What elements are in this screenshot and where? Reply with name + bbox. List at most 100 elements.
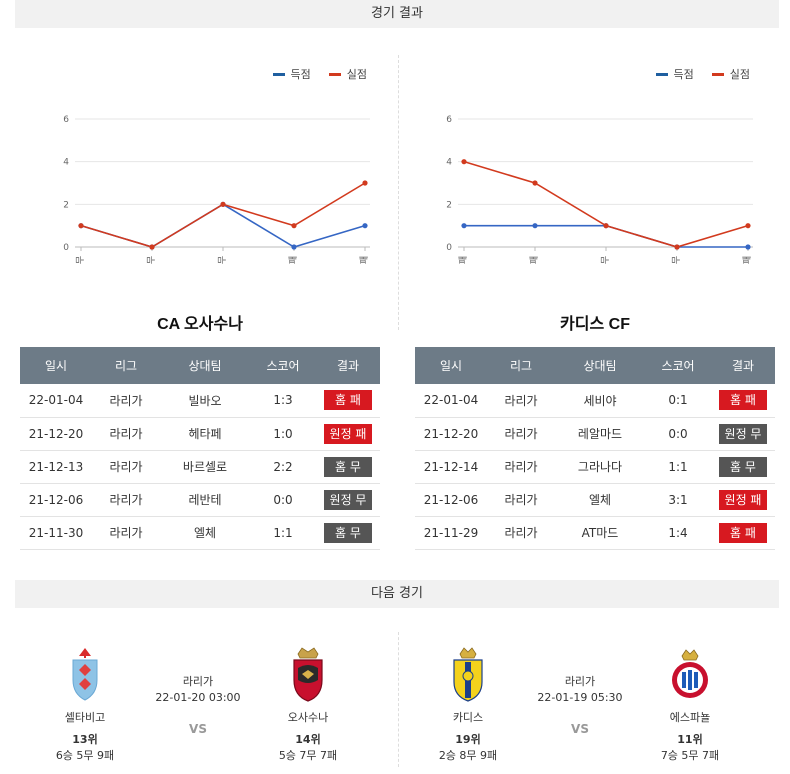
col-header-score: 스코어: [250, 347, 316, 384]
result-cell: 홈 패: [711, 384, 775, 418]
opponent-cell: 바르셀로: [160, 450, 250, 484]
col-header-date: 일시: [20, 347, 92, 384]
data-point-scored: [461, 223, 467, 229]
league-cell: 라리가: [487, 417, 555, 451]
x-tick-label: 패: [288, 256, 299, 264]
vs-label: VS: [189, 722, 207, 736]
data-point-conceded: [78, 223, 84, 229]
data-point-conceded: [532, 180, 538, 186]
legend-swatch-scored: [655, 72, 668, 76]
data-point-scored: [291, 244, 297, 250]
match-datetime: 22-01-20 03:00: [155, 691, 241, 704]
opponent-cell: 그라나다: [555, 450, 645, 484]
data-point-conceded: [149, 244, 155, 250]
league-cell: 라리가: [92, 384, 160, 418]
opponent-cell: 엘체: [555, 483, 645, 517]
result-cell: 원정 패: [711, 483, 775, 517]
home-team[interactable]: 카디스 19위 2승 8무 9패: [418, 630, 518, 763]
league-cell: 라리가: [92, 483, 160, 517]
result-cell: 홈 패: [316, 384, 380, 418]
col-header-opponent: 상대팀: [555, 347, 645, 384]
table-row: 22-01-04 라리가 세비야 0:1 홈 패: [415, 384, 775, 418]
osasuna-logo-icon: [293, 647, 323, 702]
col-header-date: 일시: [415, 347, 487, 384]
date-cell: 22-01-04: [415, 384, 487, 418]
next-section-title: 다음 경기: [371, 586, 423, 601]
results-table-osasuna: 일시 리그 상대팀 스코어 결과 22-01-04 라리가 빌바오 1:3 홈 패 21-…: [20, 347, 380, 550]
result-badge: 홈 무: [719, 456, 767, 477]
y-tick-label: 2: [63, 200, 69, 210]
table-row: 21-12-20 라리가 헤타페 1:0 원정 패: [20, 417, 380, 451]
legend-label-scored: 득점: [290, 68, 311, 81]
next-section-header: 다음 경기: [15, 580, 779, 608]
data-point-conceded: [745, 223, 751, 229]
score-cell: 0:0: [250, 483, 316, 517]
legend-item-conceded: 실점: [711, 66, 750, 82]
away-team[interactable]: 에스파뇰 11위 7승 5무 7패: [640, 630, 740, 763]
data-point-conceded: [220, 201, 226, 207]
col-header-score: 스코어: [645, 347, 711, 384]
score-cell: 1:0: [250, 417, 316, 451]
series-line-conceded: [80, 182, 366, 248]
x-tick-label: 무: [600, 256, 611, 264]
x-tick-label: 무: [217, 256, 228, 264]
data-point-conceded: [603, 223, 609, 229]
date-cell: 21-12-20: [20, 417, 92, 451]
table-row: 21-12-20 라리가 레알마드 0:0 원정 무: [415, 417, 775, 451]
table-row: 21-12-13 라리가 바르셀로 2:2 홈 무: [20, 450, 380, 484]
legend-label-conceded: 실점: [346, 68, 367, 81]
y-tick-label: 2: [446, 200, 452, 210]
league-cell: 라리가: [487, 384, 555, 418]
result-cell: 홈 무: [316, 450, 380, 484]
x-tick-label: 패: [742, 256, 753, 264]
table-row: 21-12-06 라리가 엘체 3:1 원정 패: [415, 483, 775, 517]
next-match-cadiz: 카디스 19위 2승 8무 9패 라리가 22-01-19 05:30 VS 에…: [400, 630, 770, 763]
home-team[interactable]: 셀타비고 13위 6승 5무 9패: [35, 630, 135, 763]
celta-logo-icon: [72, 648, 98, 701]
team-name: 카디스: [452, 711, 484, 724]
score-cell: 2:2: [250, 450, 316, 484]
col-header-league: 리그: [92, 347, 160, 384]
league-cell: 라리가: [487, 516, 555, 550]
table-row: 22-01-04 라리가 빌바오 1:3 홈 패: [20, 384, 380, 418]
data-point-scored: [532, 223, 538, 229]
opponent-cell: AT마드: [555, 516, 645, 550]
y-tick-label: 0: [446, 243, 452, 253]
table-header-row: 일시 리그 상대팀 스코어 결과: [415, 347, 775, 384]
match-league: 라리가: [564, 675, 596, 688]
legend-item-scored: 득점: [655, 66, 694, 82]
score-cell: 1:1: [250, 516, 316, 550]
result-cell: 원정 무: [316, 483, 380, 517]
league-cell: 라리가: [487, 450, 555, 484]
results-section-title: 경기 결과: [371, 6, 423, 21]
team-name: 오사수나: [287, 711, 329, 724]
match-datetime: 22-01-19 05:30: [537, 691, 623, 704]
opponent-cell: 레반테: [160, 483, 250, 517]
team-rank: 19위: [455, 733, 481, 746]
away-team[interactable]: 오사수나 14위 5승 7무 7패: [258, 630, 358, 763]
espanyol-logo-icon: [672, 649, 708, 698]
chart-svg: 0 2 4 6 패 패 무 무 패: [446, 115, 753, 264]
legend-swatch-conceded: [328, 72, 341, 76]
result-badge: 홈 무: [324, 456, 372, 477]
y-tick-label: 4: [63, 158, 69, 168]
series-line-scored: [80, 203, 366, 248]
league-cell: 라리가: [92, 450, 160, 484]
y-tick-label: 4: [446, 158, 452, 168]
series-line-scored: [464, 224, 748, 248]
opponent-cell: 헤타페: [160, 417, 250, 451]
date-cell: 22-01-04: [20, 384, 92, 418]
score-cell: 1:1: [645, 450, 711, 484]
team-record: 2승 8무 9패: [438, 749, 498, 762]
date-cell: 21-11-29: [415, 516, 487, 550]
column-divider: [398, 55, 399, 330]
x-tick-label: 패: [359, 256, 370, 264]
date-cell: 21-12-14: [415, 450, 487, 484]
date-cell: 21-11-30: [20, 516, 92, 550]
column-divider: [398, 632, 399, 767]
result-badge: 원정 패: [719, 489, 767, 510]
league-cell: 라리가: [487, 483, 555, 517]
result-badge: 홈 패: [324, 390, 372, 411]
date-cell: 21-12-06: [415, 483, 487, 517]
chart-legend: 득점 실점: [272, 66, 367, 82]
